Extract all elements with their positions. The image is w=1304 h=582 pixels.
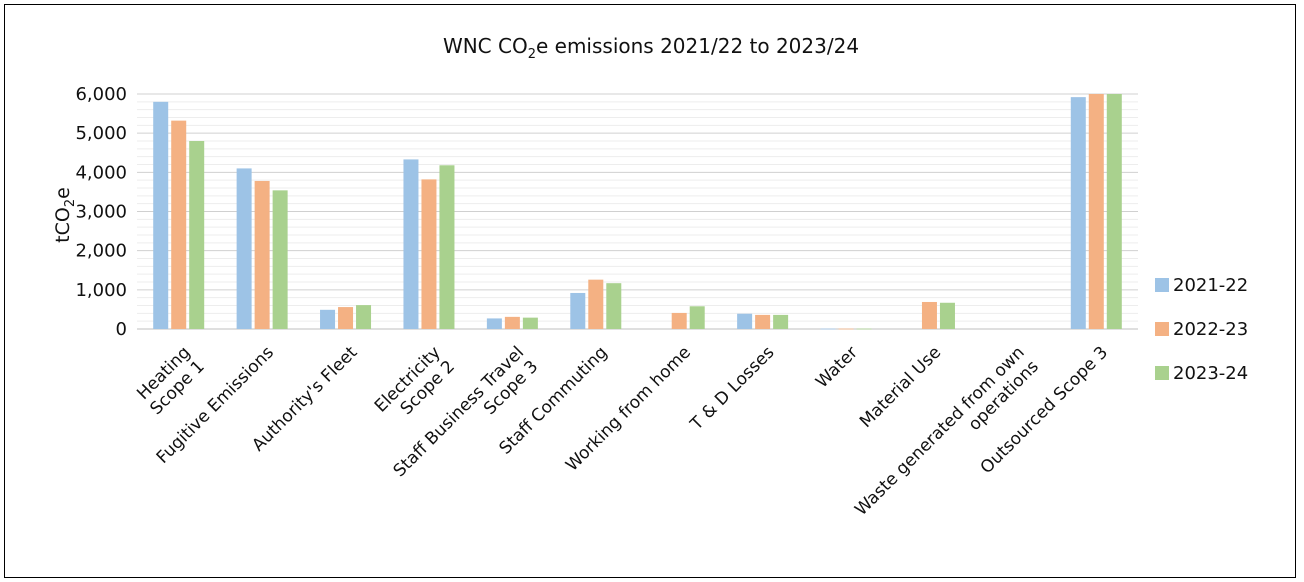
- bar: [838, 328, 854, 330]
- bar: [939, 302, 955, 329]
- bar: [356, 305, 372, 329]
- x-tick-label-line: Waste generated from own: [851, 343, 1028, 520]
- y-tick-label: 5,000: [75, 123, 127, 144]
- bar: [1070, 97, 1086, 329]
- bar: [403, 159, 419, 329]
- legend-label: 2022-23: [1173, 319, 1248, 340]
- x-tick-label-line: Material Use: [856, 343, 945, 432]
- bar: [254, 180, 270, 329]
- y-tick-label: 6,000: [75, 84, 127, 105]
- bar: [737, 313, 753, 329]
- x-tick-label: Water: [812, 343, 862, 393]
- bar: [320, 309, 336, 329]
- legend-label: 2021-22: [1173, 275, 1248, 296]
- x-tick-label-line: T & D Losses: [686, 343, 778, 435]
- bar: [820, 328, 836, 330]
- legend-swatch: [1155, 322, 1169, 336]
- bar: [236, 168, 252, 329]
- legend-swatch: [1155, 366, 1169, 380]
- y-tick-label: 2,000: [75, 241, 127, 262]
- bar: [171, 120, 187, 329]
- y-tick-label: 0: [116, 319, 127, 340]
- bar: [1088, 94, 1104, 329]
- bar: [689, 306, 705, 329]
- chart-frame: WNC CO2e emissions 2021/22 to 2023/24 0 1…: [4, 4, 1296, 578]
- legend-label: 2023-24: [1173, 363, 1248, 384]
- bar: [504, 316, 520, 329]
- bar: [588, 279, 604, 329]
- y-axis-ticks: 0 1,000 2,000 3,000 4,000 5,000 6,000: [75, 84, 127, 340]
- x-tick-label: Material Use: [856, 343, 945, 432]
- bar: [439, 165, 455, 329]
- x-tick-label: T & D Losses: [686, 343, 778, 435]
- bar: [153, 101, 169, 329]
- bar: [755, 314, 771, 329]
- bar: [189, 141, 205, 329]
- bar: [272, 190, 288, 329]
- grid-lines: [137, 93, 1138, 330]
- x-tick-label-line: Water: [812, 343, 862, 393]
- legend-swatch: [1155, 278, 1169, 292]
- bar: [570, 292, 586, 329]
- bar: [486, 318, 502, 329]
- y-axis-label: tCO2e: [52, 187, 78, 243]
- bars: [153, 94, 1122, 330]
- chart-svg: WNC CO2e emissions 2021/22 to 2023/24 0 1…: [52, 34, 1248, 520]
- y-tick-label: 3,000: [75, 202, 127, 223]
- y-tick-label: 4,000: [75, 162, 127, 183]
- chart-title: WNC CO2e emissions 2021/22 to 2023/24: [443, 34, 859, 62]
- bar: [773, 314, 789, 329]
- bar: [606, 283, 622, 329]
- bar: [671, 312, 687, 329]
- bar: [856, 328, 872, 330]
- legend: 2021-22 2022-23 2023-24: [1155, 275, 1248, 384]
- bar: [522, 317, 538, 329]
- bar: [338, 307, 354, 329]
- bar: [421, 179, 437, 329]
- y-tick-label: 1,000: [75, 280, 127, 301]
- bar: [921, 301, 937, 329]
- bar: [1106, 94, 1122, 329]
